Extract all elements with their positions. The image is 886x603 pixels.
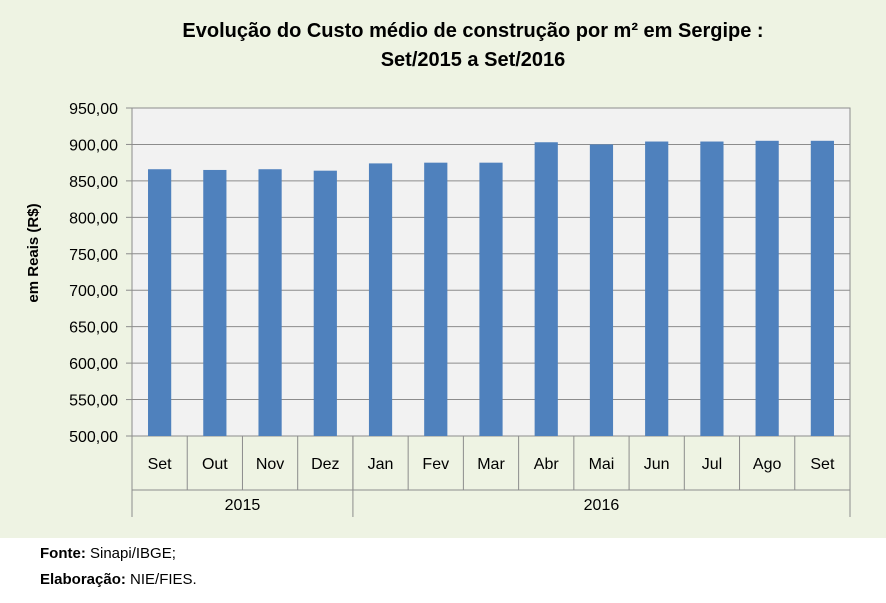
y-tick-label: 500,00 — [69, 429, 118, 446]
x-tick-label: Nov — [256, 456, 284, 473]
chart-title-line2: Set/2015 a Set/2016 — [381, 49, 566, 71]
bar — [479, 162, 503, 436]
group-label: 2015 — [225, 497, 261, 514]
x-tick-label: Jul — [702, 456, 722, 473]
chart-title-line1: Evolução do Custo médio de construção po… — [182, 20, 763, 42]
y-tick-label: 800,00 — [69, 210, 118, 227]
bar — [258, 169, 282, 436]
bar — [368, 163, 393, 436]
x-tick-label: Jun — [644, 456, 670, 473]
x-tick-label: Fev — [422, 456, 449, 473]
bar — [810, 140, 834, 437]
credit-value: NIE/FIES. — [130, 571, 197, 588]
x-tick-label: Ago — [753, 456, 782, 473]
y-tick-label: 550,00 — [69, 393, 118, 410]
y-tick-label: 900,00 — [69, 137, 118, 154]
credit-label: Elaboração: — [40, 571, 126, 588]
x-tick-label: Set — [810, 456, 835, 473]
bar — [203, 169, 227, 436]
x-tick-label: Mar — [477, 456, 505, 473]
x-tick-label: Jan — [368, 456, 394, 473]
source-line: Fonte: Sinapi/IBGE; — [40, 541, 197, 567]
y-axis-label: em Reais (R$) — [25, 203, 42, 302]
source-label: Fonte: — [40, 545, 86, 562]
bar — [755, 140, 779, 437]
group-label: 2016 — [584, 497, 620, 514]
y-tick-label: 600,00 — [69, 356, 118, 373]
credit-line: Elaboração: NIE/FIES. — [40, 567, 197, 593]
bar — [589, 144, 614, 436]
y-tick-label: 750,00 — [69, 247, 118, 264]
x-tick-label: Set — [148, 456, 173, 473]
x-tick-label: Mai — [589, 456, 615, 473]
x-tick-label: Dez — [311, 456, 339, 473]
bar — [700, 141, 724, 437]
y-tick-label: 950,00 — [69, 101, 118, 118]
source-value: Sinapi/IBGE; — [90, 545, 176, 562]
x-tick-label: Abr — [534, 456, 560, 473]
bar — [534, 142, 558, 436]
footer: Fonte: Sinapi/IBGE; Elaboração: NIE/FIES… — [40, 541, 197, 593]
chart-area: Evolução do Custo médio de construção po… — [0, 0, 886, 538]
y-tick-label: 700,00 — [69, 283, 118, 300]
bar — [424, 162, 448, 436]
plot-area: 500,00 550,00 600,00 650,00 700,00 750,00 800,… — [69, 101, 851, 517]
bar-chart: Evolução do Custo médio de construção po… — [25, 20, 851, 517]
bar — [148, 169, 172, 436]
x-tick-label: Out — [202, 456, 228, 473]
y-tick-label: 850,00 — [69, 174, 118, 191]
bar — [313, 170, 337, 436]
bar — [645, 141, 669, 437]
y-tick-label: 650,00 — [69, 320, 118, 337]
